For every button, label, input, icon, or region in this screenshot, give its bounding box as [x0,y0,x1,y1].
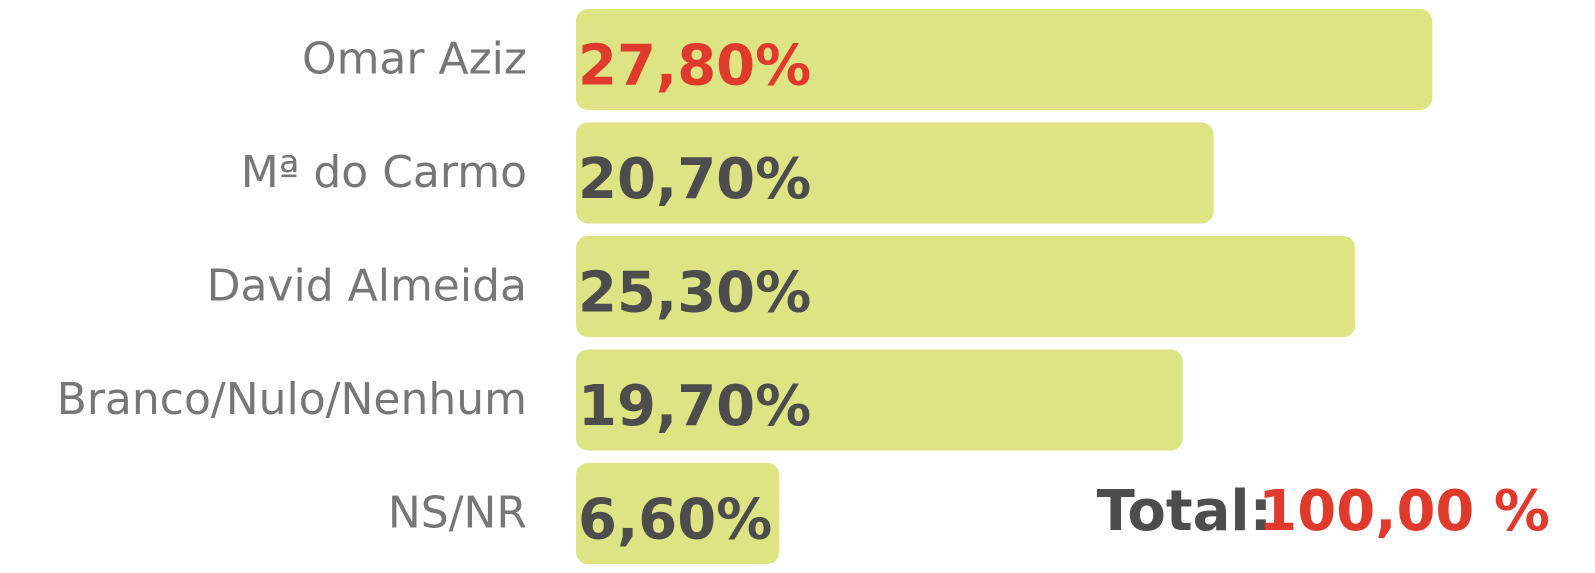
bar [576,122,1214,224]
value-label: 6,60% [578,488,772,553]
value-label: 20,70% [578,147,811,212]
bar [576,236,1356,337]
bar [576,9,1433,110]
category-label: NS/NR [388,488,527,539]
value-label: 27,80% [578,34,811,99]
category-label: Omar Aziz [302,34,527,85]
total-label: Total: [1097,479,1272,544]
category-label: Branco/Nulo/Nenhum [57,374,527,425]
bar [576,349,1183,451]
value-label: 25,30% [578,261,811,326]
category-label: David Almeida [207,261,527,312]
value-label: 19,70% [578,374,811,439]
category-label: Mª do Carmo [241,147,527,198]
total-value: 100,00 % [1258,479,1550,544]
bar [576,463,780,564]
